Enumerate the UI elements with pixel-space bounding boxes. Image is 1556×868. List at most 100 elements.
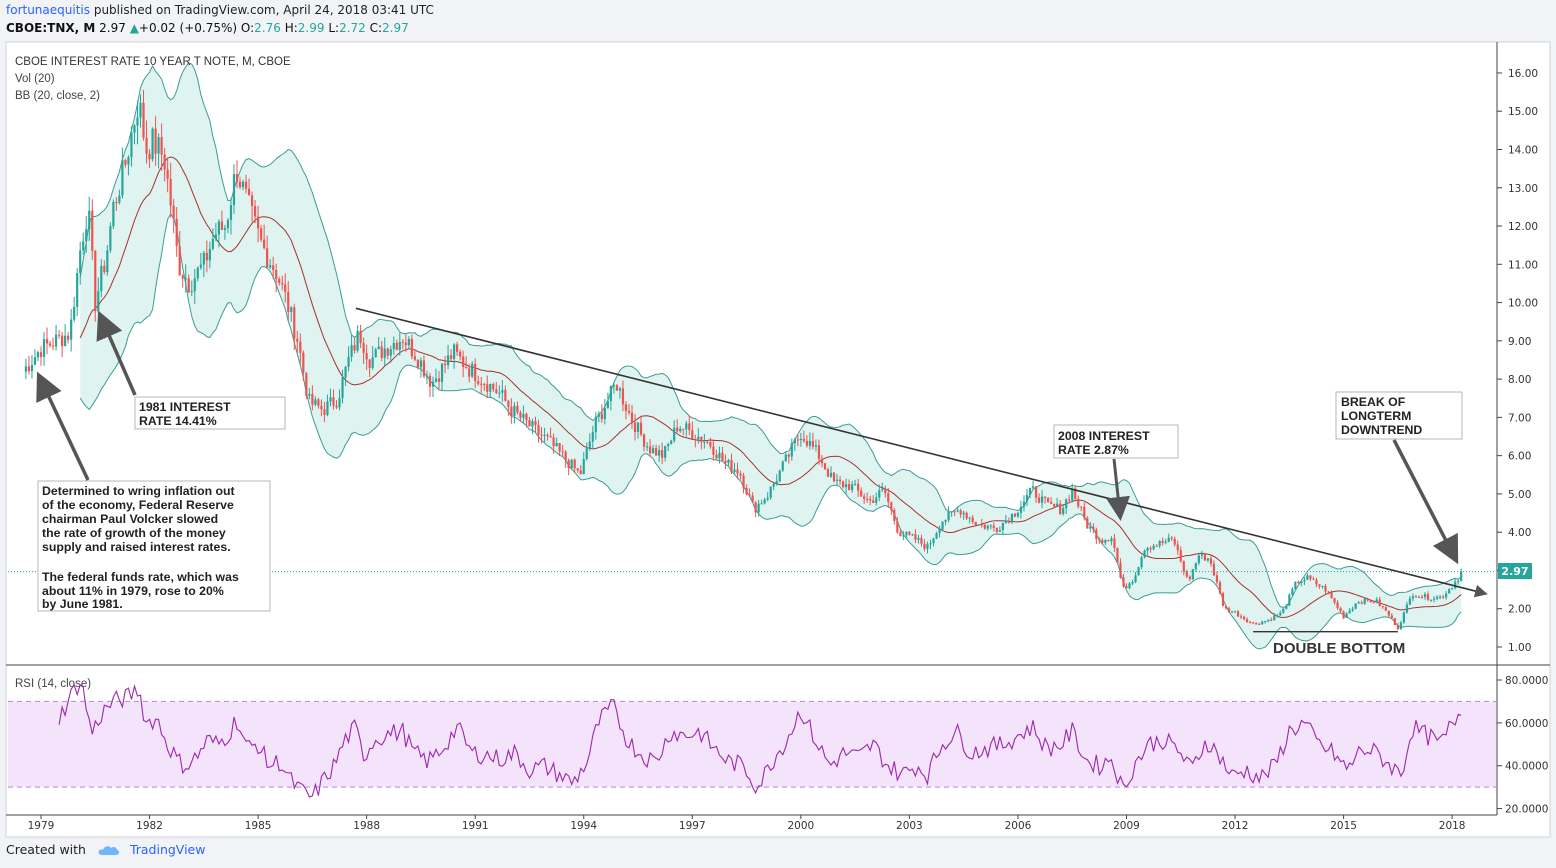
candle-body (697, 436, 700, 440)
candle-body (1408, 598, 1412, 605)
candle-body (1372, 602, 1375, 604)
candle-body (546, 434, 549, 437)
candle-body (947, 511, 950, 520)
candle-body (1092, 526, 1095, 530)
candle-body (516, 405, 519, 413)
candle-body (332, 397, 335, 406)
candle-body (615, 385, 619, 391)
candle-body (1351, 608, 1354, 611)
rate-1981-box (134, 396, 286, 430)
candle-body (118, 195, 121, 203)
price-tick-label: 4.00 (1508, 527, 1531, 539)
rsi-legend: RSI (14, close) (15, 678, 91, 690)
volcker-line-1: Determined to wring inflation out (42, 484, 235, 498)
candle-body (359, 330, 362, 344)
candle-body (989, 525, 992, 527)
candle-body (1025, 495, 1029, 502)
candle-body (1342, 611, 1345, 619)
candle-body (175, 218, 178, 246)
candle-body (507, 400, 510, 407)
candle-body (1152, 545, 1155, 550)
candle-body (706, 441, 709, 443)
candle-body (238, 181, 242, 188)
candle-body (1327, 591, 1330, 593)
author-link[interactable]: fortunaequitis (6, 3, 90, 17)
candle-body (884, 488, 887, 494)
candle-body (549, 436, 552, 438)
created-with-label: Created with (6, 842, 86, 857)
candle-body (504, 389, 507, 401)
candle-body (531, 421, 534, 427)
candle-body (1146, 548, 1149, 551)
candle-body (1378, 599, 1381, 607)
candle-body (199, 264, 202, 268)
candle-body (202, 252, 205, 265)
candle-body (1158, 540, 1161, 546)
candle-body (422, 360, 426, 377)
candle-body (250, 195, 254, 206)
candle-body (627, 410, 631, 413)
candle-body (329, 397, 332, 402)
candle-body (290, 307, 293, 313)
candle-body (1321, 585, 1324, 587)
candle-body (1339, 608, 1342, 612)
rate-2008-arrow (1106, 458, 1131, 521)
candle-body (1113, 538, 1116, 548)
candle-body (1261, 621, 1264, 625)
candle-body (1318, 584, 1321, 587)
last-price: 2.97 (99, 21, 126, 35)
price-tick-label: 5.00 (1508, 489, 1531, 501)
candle-body (139, 102, 142, 118)
candle-body (835, 479, 839, 482)
volcker-line-5: supply and raised interest rates. (42, 540, 231, 554)
candle-body (88, 210, 91, 230)
candle-body (585, 448, 588, 459)
candle-body (76, 273, 79, 307)
candle-body (1414, 596, 1418, 598)
candle-body (817, 445, 821, 459)
candle-body (974, 521, 977, 526)
candle-body (1107, 539, 1110, 542)
candle-body (184, 278, 187, 280)
candle-body (751, 495, 754, 503)
candle-body (1001, 522, 1004, 531)
candle-body (226, 219, 230, 229)
candle-body (1420, 596, 1424, 598)
candle-body (603, 408, 606, 419)
candle-body (1270, 619, 1273, 621)
candle-body (1059, 503, 1062, 514)
breakout-box (1335, 391, 1463, 440)
candle-body (468, 368, 471, 377)
candle-body (784, 454, 787, 462)
price-tick-label: 14.00 (1508, 144, 1538, 156)
bb-legend: BB (20, close, 2) (15, 90, 100, 102)
candle-body (1134, 575, 1137, 583)
candle-body (1324, 585, 1327, 592)
candle-body (1309, 575, 1312, 579)
candle-body (278, 279, 281, 284)
open-label: O: (240, 21, 255, 35)
candle-body (459, 351, 462, 357)
candle-body (1095, 529, 1098, 540)
candle-body (133, 125, 136, 133)
candle-body (398, 341, 401, 350)
candle-body (326, 401, 329, 415)
candle-body (525, 413, 528, 421)
candle-body (474, 363, 477, 382)
candle-body (1300, 581, 1303, 583)
candle-body (244, 181, 248, 189)
candle-body (555, 442, 558, 447)
candle-body (253, 205, 257, 217)
candle-body (648, 446, 652, 454)
candle-body (483, 383, 486, 385)
candle-body (878, 490, 881, 498)
candle-body (377, 346, 380, 350)
candle-body (591, 432, 594, 442)
candle-body (353, 345, 356, 351)
tradingview-link[interactable]: TradingView (129, 842, 206, 857)
candle-body (745, 487, 748, 495)
candle-body (522, 413, 525, 418)
candle-body (1068, 499, 1071, 501)
candle-body (911, 534, 914, 536)
